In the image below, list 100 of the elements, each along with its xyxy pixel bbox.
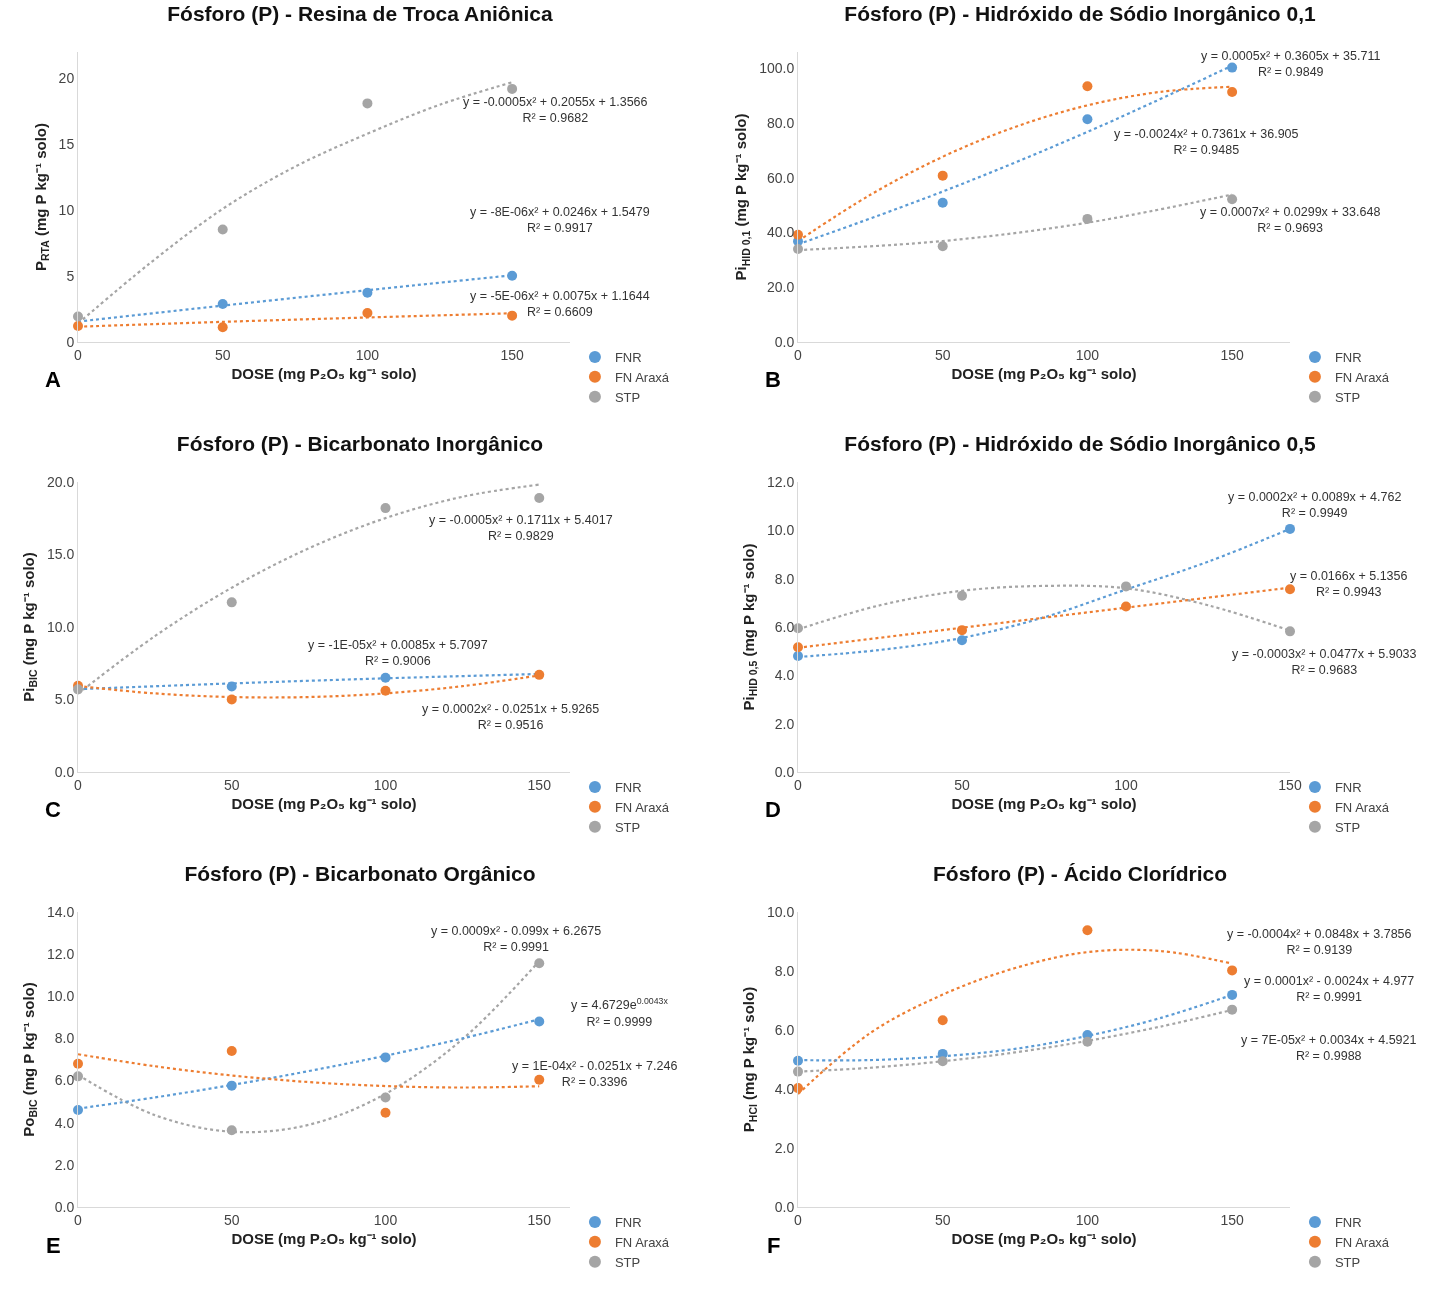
legend-label: STP	[1334, 389, 1361, 405]
text: D	[765, 797, 781, 822]
point	[1227, 86, 1238, 97]
annotation: y = 1E-04x² - 0.0251x + 7.246 R² = 0.3396	[512, 1059, 678, 1090]
point	[1082, 925, 1093, 936]
y-tick-label: 12.0	[46, 946, 75, 963]
x-tick-label: 100	[373, 1211, 398, 1228]
x-tick-label: 50	[223, 776, 240, 793]
y-tick-label: 10.0	[766, 903, 795, 920]
annotation: y = 0.0009x² - 0.099x + 6.2675 R² = 0.9991	[431, 924, 602, 955]
annotation: y = 0.0002x² - 0.0251x + 5.9265 R² = 0.9516	[422, 702, 600, 733]
point	[380, 672, 391, 683]
point	[362, 308, 373, 318]
x-axis-title: DOSE (mg P₂O₅ kg⁻¹ solo)	[951, 1229, 1137, 1247]
point	[226, 1125, 237, 1136]
point	[1082, 213, 1093, 224]
y-tick-label: 20.0	[766, 279, 795, 296]
legend-label: STP	[614, 1254, 641, 1270]
point	[1121, 581, 1131, 592]
point	[1082, 81, 1093, 92]
legend-label: FNR	[1334, 1215, 1362, 1231]
point	[957, 625, 967, 636]
point	[380, 1052, 391, 1063]
y-tick-label: 100.0	[759, 60, 795, 77]
point	[1121, 601, 1131, 612]
point	[1227, 194, 1238, 205]
point	[380, 1107, 391, 1118]
point	[937, 241, 948, 252]
y-tick-label: 0.0	[774, 1198, 795, 1215]
legend-label: FNR	[614, 1215, 642, 1231]
point	[957, 635, 967, 646]
x-tick-label: 150	[527, 776, 552, 793]
y-tick-label: 0.0	[54, 763, 75, 780]
y-tick-label: 0.0	[54, 1198, 75, 1215]
y-tick-label: 80.0	[766, 115, 795, 132]
annotation: y = 0.0166x + 5.1356 R² = 0.9943	[1290, 569, 1408, 600]
y-tick-label: 5.0	[54, 691, 75, 708]
y-tick-label: 4.0	[774, 1080, 795, 1097]
annotation: y = 0.0001x² - 0.0024x + 4.977 R² = 0.9991	[1244, 974, 1415, 1005]
legend-label: FN Araxá	[614, 799, 670, 815]
point	[507, 83, 518, 94]
text: y = 4.6729e$^{0.0043x}$ R² = 0.9999	[571, 996, 669, 1029]
y-tick-label: 0.0	[774, 333, 795, 350]
x-tick-label: 100	[373, 776, 398, 793]
y-tick-label: 10.0	[46, 618, 75, 635]
point	[937, 1015, 948, 1026]
point	[957, 590, 967, 601]
x-tick-label: 150	[527, 1211, 552, 1228]
y-tick-label: 8.0	[54, 1030, 75, 1047]
x-tick-label: 100	[1075, 1211, 1100, 1228]
y-tick-label: 20	[58, 70, 75, 87]
chart-title: Fósforo (P) - Hidróxido de Sódio Inorgânico 0,1	[844, 2, 1316, 26]
x-axis-title: DOSE (mg P₂O₅ kg⁻¹ solo)	[231, 1229, 417, 1247]
legend-label: STP	[1334, 819, 1361, 835]
point	[1227, 1004, 1238, 1015]
point	[534, 492, 545, 503]
point	[217, 224, 228, 235]
point	[217, 322, 228, 333]
y-tick-label: 8.0	[774, 962, 795, 979]
point	[226, 694, 237, 705]
text: E	[46, 1233, 61, 1258]
point	[793, 243, 803, 254]
x-tick-label: 150	[1278, 776, 1302, 793]
annotation: y = -0.0005x² + 0.1711x + 5.4017 R² = 0.9829	[429, 513, 613, 544]
legend-label: FNR	[614, 350, 642, 366]
point	[226, 1080, 237, 1091]
point	[1082, 114, 1093, 125]
text: C	[45, 797, 61, 822]
legend-label: FNR	[1334, 350, 1362, 366]
annotation: y = 0.0007x² + 0.0299x + 33.648 R² = 0.9693	[1200, 205, 1381, 236]
y-tick-label: 4.0	[54, 1114, 75, 1131]
x-axis-title: DOSE (mg P₂O₅ kg⁻¹ solo)	[951, 364, 1137, 382]
point	[534, 1074, 545, 1085]
x-tick-label: 100	[1075, 346, 1100, 363]
annotation: y = -0.0024x² + 0.7361x + 36.905 R² = 0.9485	[1114, 127, 1299, 158]
legend-label: FNR	[1334, 780, 1362, 796]
y-tick-label: 4.0	[774, 667, 795, 684]
chart-title: Fósforo (P) - Resina de Troca Aniônica	[167, 2, 554, 26]
chart-title: Fósforo (P) - Bicarbonato Inorgânico	[176, 432, 544, 456]
x-tick-label: 50	[214, 346, 231, 363]
point	[1227, 62, 1238, 73]
point	[534, 1016, 545, 1027]
x-tick-label: 150	[1220, 1211, 1245, 1228]
y-tick-label: 6.0	[774, 1021, 795, 1038]
y-tick-label: 10.0	[766, 522, 795, 539]
chart-title: Fósforo (P) - Bicarbonato Orgânico	[184, 862, 536, 886]
point	[380, 503, 391, 514]
point	[937, 197, 948, 208]
y-tick-label: 2.0	[774, 715, 795, 732]
point	[380, 685, 391, 696]
x-tick-label: 150	[500, 346, 525, 363]
x-axis-title: DOSE (mg P₂O₅ kg⁻¹ solo)	[231, 364, 417, 382]
point	[1285, 626, 1295, 637]
point	[937, 170, 948, 181]
text: B	[765, 367, 781, 392]
chart-title: Fósforo (P) - Hidróxido de Sódio Inorgânico 0,5	[844, 432, 1316, 456]
annotation: y = -8E-06x² + 0.0246x + 1.5479 R² = 0.9917	[470, 205, 650, 236]
legend-label: STP	[614, 389, 641, 405]
point	[226, 681, 237, 692]
y-tick-label: 40.0	[766, 224, 795, 241]
